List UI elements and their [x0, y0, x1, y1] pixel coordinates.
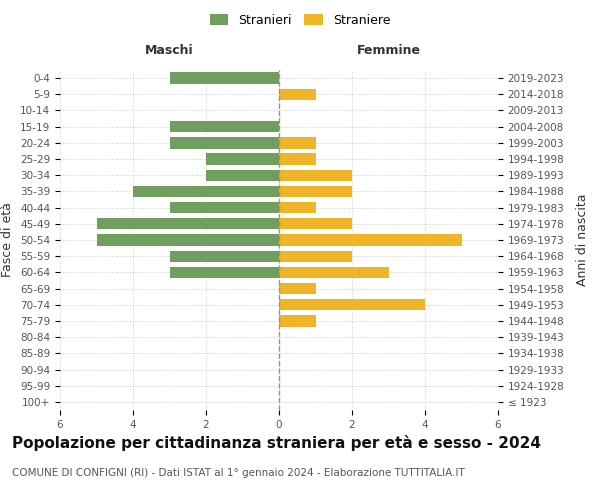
- Bar: [170, 250, 279, 262]
- Bar: [170, 137, 279, 148]
- Bar: [133, 186, 279, 197]
- Bar: [279, 299, 425, 310]
- Bar: [279, 186, 352, 197]
- Y-axis label: Anni di nascita: Anni di nascita: [575, 194, 589, 286]
- Bar: [279, 202, 316, 213]
- Bar: [279, 283, 316, 294]
- Bar: [206, 154, 279, 164]
- Bar: [279, 250, 352, 262]
- Bar: [97, 218, 279, 230]
- Bar: [279, 88, 316, 100]
- Bar: [97, 234, 279, 246]
- Bar: [279, 266, 389, 278]
- Text: Femmine: Femmine: [356, 44, 421, 58]
- Bar: [170, 72, 279, 84]
- Bar: [170, 202, 279, 213]
- Bar: [170, 121, 279, 132]
- Bar: [279, 170, 352, 181]
- Bar: [279, 154, 316, 164]
- Text: Maschi: Maschi: [145, 44, 194, 58]
- Bar: [279, 218, 352, 230]
- Y-axis label: Fasce di età: Fasce di età: [1, 202, 14, 278]
- Bar: [170, 266, 279, 278]
- Legend: Stranieri, Straniere: Stranieri, Straniere: [205, 8, 395, 32]
- Bar: [279, 234, 461, 246]
- Bar: [206, 170, 279, 181]
- Bar: [279, 316, 316, 326]
- Text: Popolazione per cittadinanza straniera per età e sesso - 2024: Popolazione per cittadinanza straniera p…: [12, 435, 541, 451]
- Text: COMUNE DI CONFIGNI (RI) - Dati ISTAT al 1° gennaio 2024 - Elaborazione TUTTITALI: COMUNE DI CONFIGNI (RI) - Dati ISTAT al …: [12, 468, 465, 477]
- Bar: [279, 137, 316, 148]
